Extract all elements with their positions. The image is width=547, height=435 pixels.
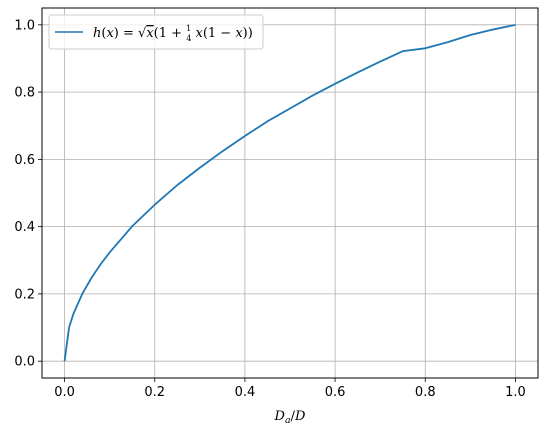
y-tick-label: 0.4 [14,220,35,235]
y-tick-label: 0.2 [14,287,35,302]
x-axis-label: Da/D [274,409,307,426]
series-lines [63,23,516,362]
x-tick-label: 0.0 [54,385,75,400]
y-tick-label: 0.8 [14,86,35,101]
x-tick-label: 0.4 [235,385,256,400]
y-tick-label: 0.6 [14,153,35,168]
x-tick-label: 1.0 [505,385,526,400]
y-tick-label: 1.0 [14,18,35,33]
x-tick-label: 0.6 [325,385,346,400]
plot-area [42,8,538,378]
legend-box [48,14,264,50]
y-tick-label: 0.0 [14,355,35,370]
series-line [63,23,516,362]
plot-frame [41,7,539,379]
x-tick-label: 0.8 [415,385,436,400]
axis-ticks: 0.0 0.2 0.4 0.6 0.8 1.0 0.0 0.2 0.4 0.6 0.8 1.0 [14,18,525,400]
x-tick-label: 0.2 [144,385,165,400]
